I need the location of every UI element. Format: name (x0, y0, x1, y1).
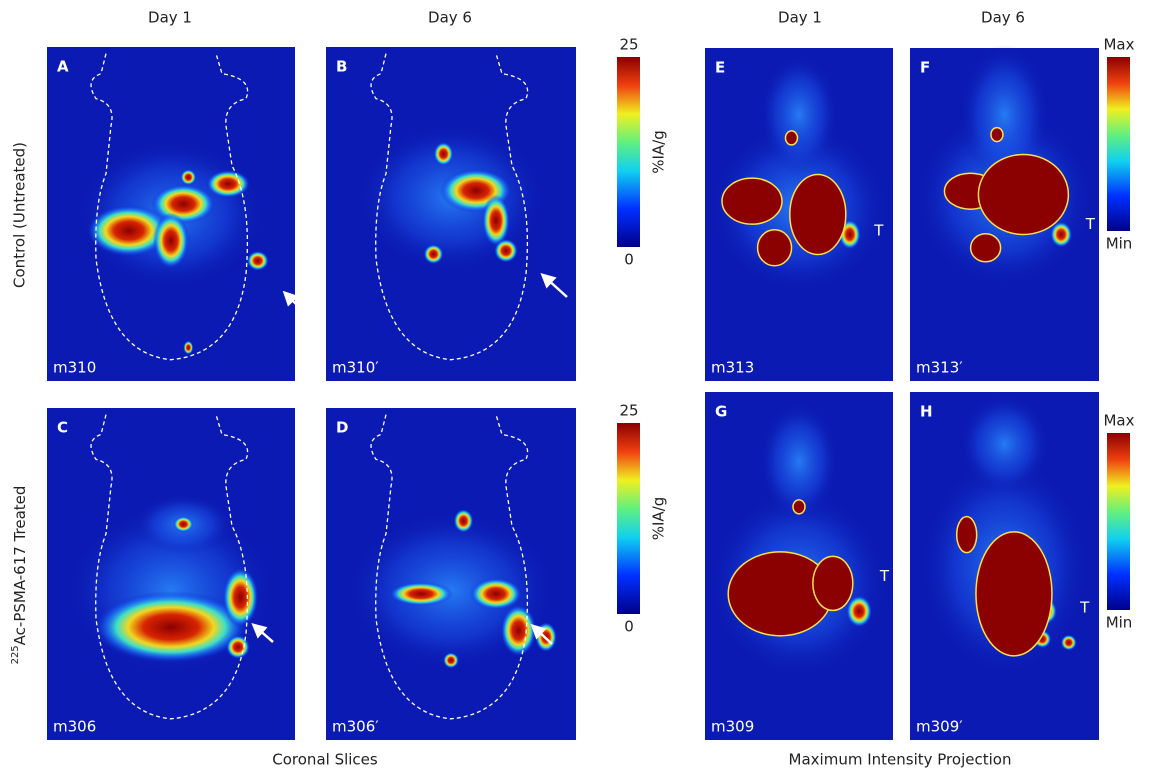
sample-id: m306′ (332, 718, 379, 736)
colorbar-max: 25 (619, 36, 638, 54)
saturated-uptake (722, 178, 782, 224)
figure: Day 1 Day 6 Day 1 Day 6 Control (Untreat… (0, 0, 1152, 771)
panel-letter: D (336, 419, 348, 437)
column-header: Day 1 (778, 9, 822, 27)
tumor-label: T (1079, 598, 1090, 616)
panel-letter: C (57, 419, 68, 437)
tumor-label: T (873, 222, 884, 240)
uptake-hotspot (153, 213, 189, 269)
colorbar-max: 25 (619, 402, 638, 420)
column-header: Day 6 (981, 9, 1025, 27)
row-label: 225Ac-PSMA-617 Treated (10, 486, 29, 665)
sample-id: m313′ (916, 359, 963, 377)
saturated-uptake (758, 230, 792, 266)
column-header: Day 6 (428, 9, 472, 27)
uptake-hotspot (424, 244, 444, 264)
colorbar (1107, 433, 1130, 610)
uptake-hotspot (173, 516, 193, 532)
footer: Maximum Intensity Projection (789, 751, 1012, 769)
sample-id: m309′ (916, 718, 963, 736)
uptake-hotspot (501, 604, 537, 656)
sample-id: m310 (53, 359, 96, 377)
saturated-uptake (991, 128, 1003, 142)
row-label: Control (Untreated) (11, 142, 29, 288)
colorbar-min: Min (1106, 614, 1133, 632)
uptake-hotspot (443, 652, 459, 668)
colorbar-unit: %IA/g (650, 130, 668, 174)
saturated-uptake (793, 500, 805, 514)
saturated-uptake (957, 517, 977, 553)
uptake-hotspot (454, 509, 474, 533)
sample-id: m313 (711, 359, 754, 377)
row-label-text: Ac-PSMA-617 Treated (11, 486, 29, 646)
footer: Coronal Slices (272, 751, 378, 769)
column-header: Day 1 (148, 9, 192, 27)
sample-id: m309 (711, 718, 754, 736)
colorbar (1107, 57, 1130, 231)
uptake-hotspot (206, 170, 250, 198)
tumor-label: T (1085, 215, 1096, 233)
sample-id: m306 (53, 718, 96, 736)
panel-letter: B (336, 58, 347, 76)
uptake-hotspot (1050, 221, 1072, 247)
uptake-hotspot (247, 251, 269, 271)
colorbar-min: 0 (624, 251, 634, 269)
saturated-uptake (790, 175, 846, 255)
uptake-hotspot (183, 341, 193, 355)
colorbar-max: Max (1103, 412, 1134, 430)
panel-letter: F (920, 59, 930, 77)
tissue-signal (960, 394, 1050, 494)
panel-letter: G (715, 403, 727, 421)
uptake-hotspot (470, 578, 522, 610)
saturated-uptake (813, 556, 853, 610)
saturated-uptake (978, 155, 1068, 235)
tissue-signal (759, 55, 839, 175)
saturated-uptake (785, 131, 797, 145)
sample-id: m310′ (332, 359, 379, 377)
uptake-hotspot (389, 582, 453, 606)
uptake-hotspot (494, 239, 518, 263)
saturated-uptake (976, 532, 1052, 656)
colorbar (617, 423, 640, 614)
uptake-hotspot (180, 169, 196, 185)
colorbar-max: Max (1103, 36, 1134, 54)
colorbar (617, 57, 640, 247)
colorbar-min: 0 (624, 618, 634, 636)
colorbar-min: Min (1106, 235, 1133, 253)
uptake-hotspot (434, 142, 454, 166)
uptake-hotspot (226, 635, 250, 659)
uptake-hotspot (846, 595, 872, 627)
panel-letter: H (920, 403, 933, 421)
uptake-hotspot (1061, 635, 1077, 651)
colorbar-unit: %IA/g (650, 497, 668, 541)
uptake-hotspot (222, 567, 258, 627)
panel-letter: E (715, 59, 725, 77)
isotope-mass: 225 (10, 645, 21, 664)
panel-letter: A (57, 58, 69, 76)
tumor-label: T (879, 567, 890, 585)
saturated-uptake (971, 234, 1001, 262)
